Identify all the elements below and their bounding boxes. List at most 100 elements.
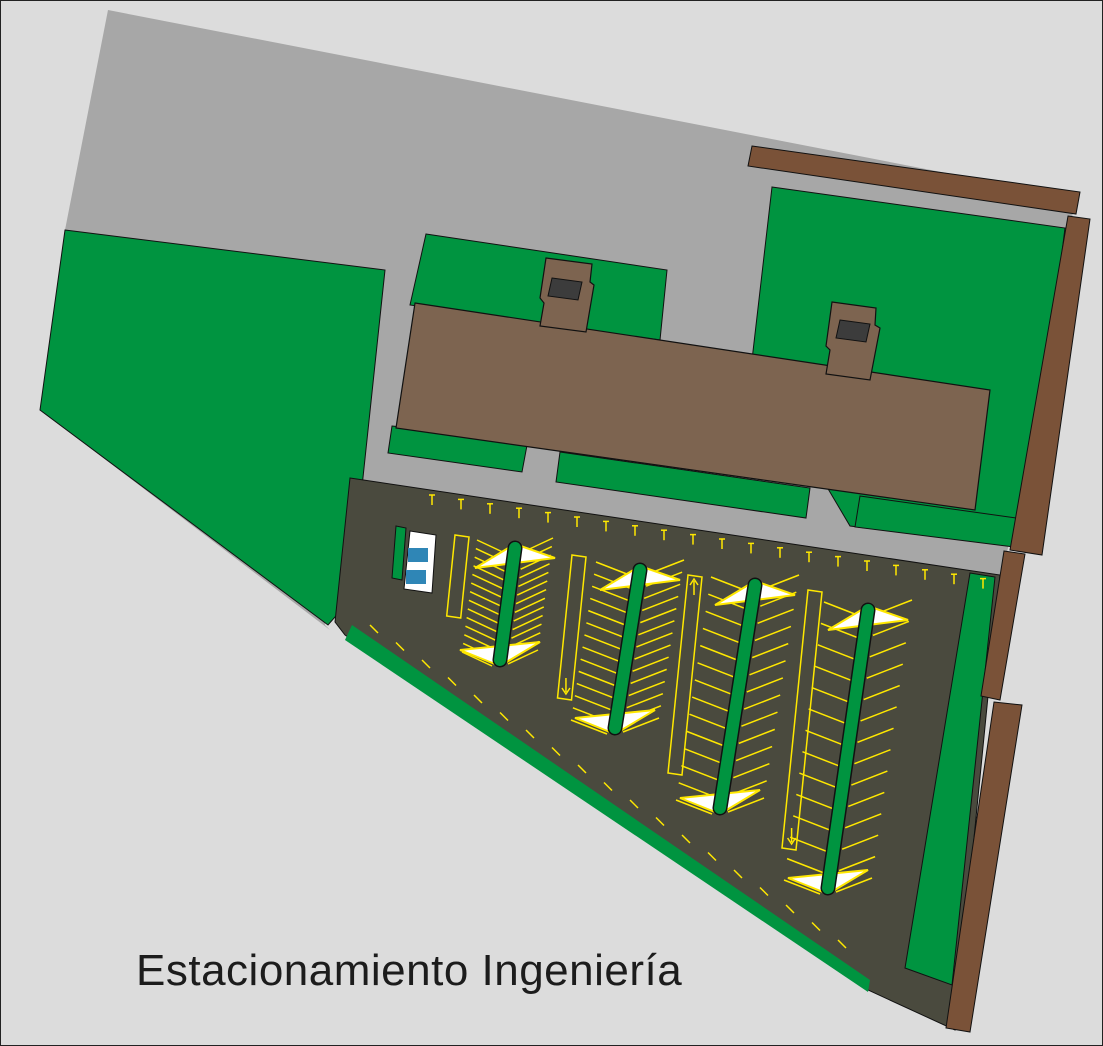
stall-line: [472, 573, 503, 590]
stall-line: [514, 597, 546, 613]
stall-line: [746, 677, 784, 693]
stall-line: [470, 582, 502, 598]
stall-line: [632, 656, 669, 672]
stall-line: [576, 682, 614, 699]
perimeter-wall-east-2: [980, 550, 1026, 701]
stall-line: [570, 719, 608, 735]
green-area-south-2: [555, 451, 811, 519]
arrow-down-icon: [561, 687, 571, 696]
accessible-parking-area: [391, 525, 437, 594]
stall-line: [751, 642, 789, 659]
walkway-lane: [781, 589, 823, 851]
accessible-parking-icon: [406, 570, 426, 584]
stall-line: [469, 591, 501, 607]
stall-line: [863, 684, 900, 701]
stall-line: [591, 585, 629, 602]
stall-line: [578, 670, 615, 687]
stall-line: [580, 658, 617, 674]
stall-marker: [421, 659, 431, 669]
stall-line: [681, 764, 718, 781]
stall-marker: [473, 694, 483, 704]
stall-marker: [629, 799, 639, 809]
stall-line: [741, 711, 778, 727]
stall-line: [749, 660, 786, 676]
stall-line: [808, 708, 845, 724]
stall-line: [705, 610, 742, 627]
stall-line: [630, 668, 667, 685]
stall-line: [628, 680, 666, 697]
stall-line: [507, 649, 539, 665]
stall-line: [584, 634, 621, 650]
building-ingenieria: [395, 302, 991, 511]
stall-line: [805, 729, 842, 746]
stall-line: [841, 834, 879, 850]
stall-line: [814, 665, 852, 681]
parking-markings: [369, 494, 986, 949]
annex-1-window: [547, 277, 583, 301]
stall-line: [789, 836, 827, 852]
stall-line: [799, 772, 836, 788]
annex-2-window: [835, 319, 871, 343]
stall-marker: [525, 729, 535, 739]
stall-marker: [681, 834, 691, 844]
arrow-down-icon: [786, 837, 797, 846]
stall-line: [743, 694, 781, 710]
stall-line: [512, 614, 543, 631]
stall-line: [574, 694, 612, 711]
stall-line: [735, 745, 773, 762]
stall-line: [699, 644, 737, 661]
plan-title: Estacionamiento Ingeniería: [136, 946, 683, 995]
stall-marker: [837, 939, 847, 949]
stall-line: [757, 608, 794, 625]
stall-line: [860, 706, 897, 722]
stall-line: [851, 770, 888, 786]
stall-line: [857, 727, 894, 744]
stall-line: [691, 696, 729, 712]
stall-line: [820, 622, 858, 639]
stall-line: [854, 748, 891, 765]
stall-line: [796, 793, 833, 810]
stall-marker: [759, 886, 769, 897]
stall-line: [869, 642, 907, 658]
stall-line: [811, 686, 848, 703]
arrow-up-icon: [689, 577, 699, 586]
stall-line: [466, 616, 497, 633]
stall-line: [866, 663, 904, 679]
stall-line: [634, 644, 671, 660]
stall-line: [783, 879, 821, 895]
parking-island: [494, 542, 521, 666]
stall-line: [511, 623, 542, 639]
stall-line: [582, 646, 619, 662]
accessible-parking-island: [391, 525, 407, 581]
stall-line: [513, 606, 545, 622]
stall-line: [638, 620, 675, 636]
perimeter-wall-east-3: [945, 701, 1023, 1033]
perimeter-wall-north: [747, 145, 1081, 215]
stall-line: [586, 622, 623, 638]
stall-line: [817, 644, 855, 660]
stall-line: [467, 608, 499, 624]
stall-line: [786, 857, 824, 874]
stall-line: [518, 571, 549, 588]
walkway-lane: [556, 554, 587, 701]
stall-line: [835, 877, 873, 893]
parking-island: [609, 564, 646, 734]
stall-line: [733, 762, 770, 779]
stall-line: [515, 589, 547, 605]
accessible-parking-icon: [408, 548, 428, 562]
stall-line: [702, 627, 740, 644]
stall-marker: [785, 904, 795, 914]
stall-marker: [707, 851, 717, 862]
parking-island: [822, 604, 874, 894]
stall-marker: [447, 676, 457, 687]
stall-line: [465, 625, 496, 641]
stall-line: [516, 580, 548, 596]
stall-line: [519, 563, 550, 579]
stall-line: [689, 713, 726, 729]
stall-line: [838, 855, 876, 872]
stall-line: [589, 597, 627, 614]
stall-marker: [577, 764, 587, 774]
stall-line: [588, 609, 625, 626]
